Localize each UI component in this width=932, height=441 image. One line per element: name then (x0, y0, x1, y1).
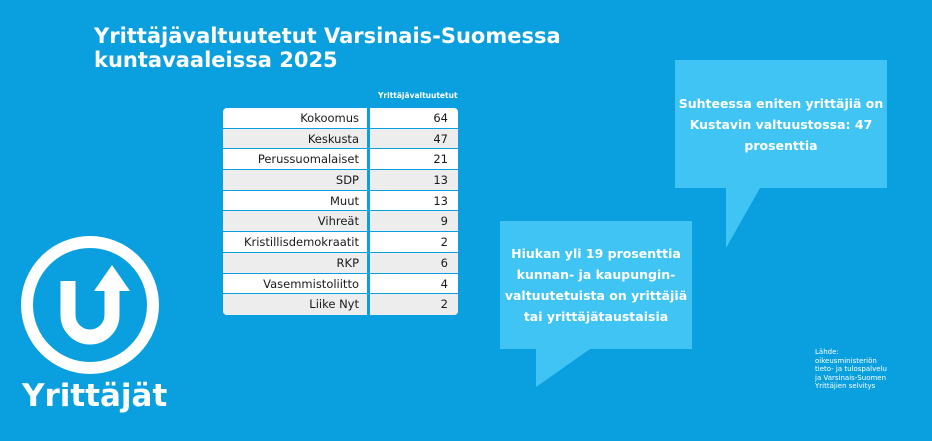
table-row: SDP 13 (223, 170, 458, 191)
party-name: Vihreät (223, 211, 370, 232)
table-row: Muut 13 (223, 190, 458, 212)
party-value: 47 (370, 128, 458, 149)
page-title: Yrittäjävaltuutetut Varsinais-Suomessa k… (94, 24, 614, 72)
party-value: 64 (433, 111, 448, 125)
brand-name: Yrittäjät (22, 378, 168, 414)
source-line-3: tieto- ja tulospalvelu (815, 365, 887, 373)
party-value: 4 (440, 276, 448, 291)
data-table: Kokoomus 64 Keskusta 47 Perussuomalaiset 21 SD… (223, 108, 458, 315)
table-row: Perussuomalaiset 21 (223, 149, 458, 171)
party-value: 13 (370, 170, 458, 190)
callout-bottom-line-2: kunnan- ja kaupungin- (516, 267, 676, 282)
source-line-1: Lähde: (815, 348, 839, 356)
callout-top-line-1: Suhteessa eniten yrittäjiä on (678, 95, 884, 111)
yrittajat-logo-icon (18, 233, 162, 381)
callout-bottom-line-4: tai yrittäjätaustaisia (523, 309, 669, 324)
callout-bottom-line-3: valtuutetuista on yrittäjiä (504, 288, 688, 303)
table-row: Liike Nyt 2 (223, 294, 458, 315)
callout-bottom-line-1: Hiukan yli 19 prosenttia (511, 246, 681, 261)
party-value: 2 (370, 294, 458, 315)
title-line-2: kuntavaaleissa 2025 (94, 48, 338, 72)
table-row: Kokoomus 64 (223, 108, 458, 129)
party-name: Liike Nyt (223, 294, 370, 315)
party-value: 21 (433, 152, 448, 167)
party-value: 13 (433, 193, 448, 208)
party-value: 6 (370, 252, 458, 273)
party-name: Vasemmistoliitto (223, 273, 370, 294)
party-name: Kokoomus (223, 108, 370, 128)
callout-top: Suhteessa eniten yrittäjiä on Kustavin v… (675, 60, 887, 248)
callout-bottom-text: Hiukan yli 19 prosenttia kunnan- ja kaup… (500, 221, 692, 349)
party-name: Perussuomalaiset (223, 149, 370, 170)
party-value: 2 (440, 235, 448, 250)
table-row: RKP 6 (223, 252, 458, 274)
source-line-2: oikeusministeriön (815, 356, 877, 365)
table-row: Vasemmistoliitto 4 (223, 273, 458, 295)
table-column-header: Yrittäjävaltuutetut (378, 91, 458, 100)
party-value: 9 (370, 211, 458, 232)
party-name: RKP (223, 252, 370, 273)
party-name: Kristillisdemokraatit (223, 232, 370, 252)
source-note: Lähde: oikeusministeriön tieto- ja tulos… (815, 348, 925, 391)
callout-bottom: Hiukan yli 19 prosenttia kunnan- ja kaup… (500, 221, 692, 387)
callout-top-text: Suhteessa eniten yrittäjiä on Kustavin v… (675, 60, 887, 188)
party-name: Muut (223, 190, 370, 211)
table-row: Kristillisdemokraatit 2 (223, 232, 458, 253)
callout-top-line-2: Kustavin valtuustossa: 47 (689, 116, 873, 132)
title-line-1: Yrittäjävaltuutetut Varsinais-Suomessa (94, 24, 561, 48)
callout-top-line-3: prosenttia (744, 137, 818, 153)
table-row: Keskusta 47 (223, 128, 458, 150)
source-line-4: ja Varsinais-Suomen (815, 373, 887, 382)
source-line-5: Yrittäjien selvitys (815, 382, 876, 390)
party-name: Keskusta (223, 128, 370, 149)
party-name: SDP (223, 170, 370, 190)
table-row: Vihreät 9 (223, 211, 458, 233)
